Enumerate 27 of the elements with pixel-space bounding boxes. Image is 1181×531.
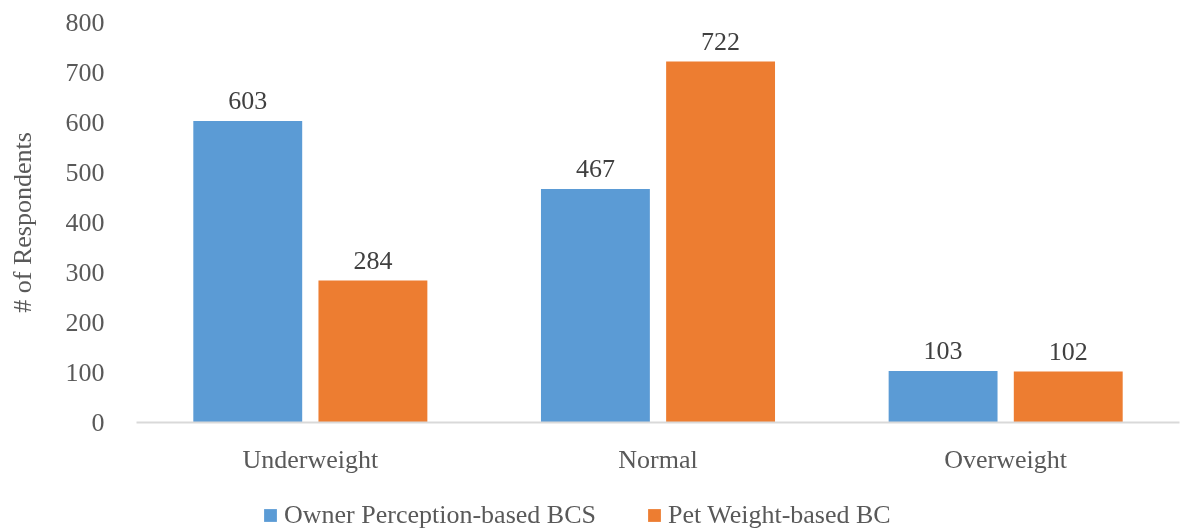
y-tick-label: 0 bbox=[91, 408, 105, 437]
bar bbox=[193, 121, 303, 423]
x-tick-label: Overweight bbox=[944, 444, 1068, 474]
data-label: 603 bbox=[228, 86, 268, 115]
bar bbox=[318, 280, 428, 423]
y-tick-label: 200 bbox=[65, 308, 105, 337]
bar bbox=[540, 189, 650, 423]
data-label: 102 bbox=[1048, 336, 1088, 366]
y-tick-label: 700 bbox=[65, 58, 105, 87]
y-tick-label: 800 bbox=[65, 8, 105, 37]
bar bbox=[888, 371, 998, 423]
x-tick-label: Normal bbox=[618, 444, 698, 474]
x-tick-label: Underweight bbox=[242, 444, 379, 474]
y-axis-title: # of Respondents bbox=[7, 132, 37, 313]
data-label: 467 bbox=[575, 154, 615, 183]
legend-label: Pet Weight-based BC bbox=[667, 500, 891, 530]
y-tick-label: 400 bbox=[65, 208, 105, 237]
y-tick-label: 300 bbox=[65, 258, 105, 287]
data-label: 284 bbox=[353, 245, 393, 275]
bar bbox=[1013, 371, 1123, 423]
legend-label: Owner Perception-based BCS bbox=[284, 500, 596, 530]
data-label: 722 bbox=[701, 26, 741, 56]
y-tick-label: 100 bbox=[65, 358, 105, 387]
y-tick-label: 500 bbox=[65, 158, 105, 187]
bar bbox=[666, 61, 776, 423]
data-label: 103 bbox=[923, 336, 963, 365]
y-tick-label: 600 bbox=[65, 108, 105, 137]
